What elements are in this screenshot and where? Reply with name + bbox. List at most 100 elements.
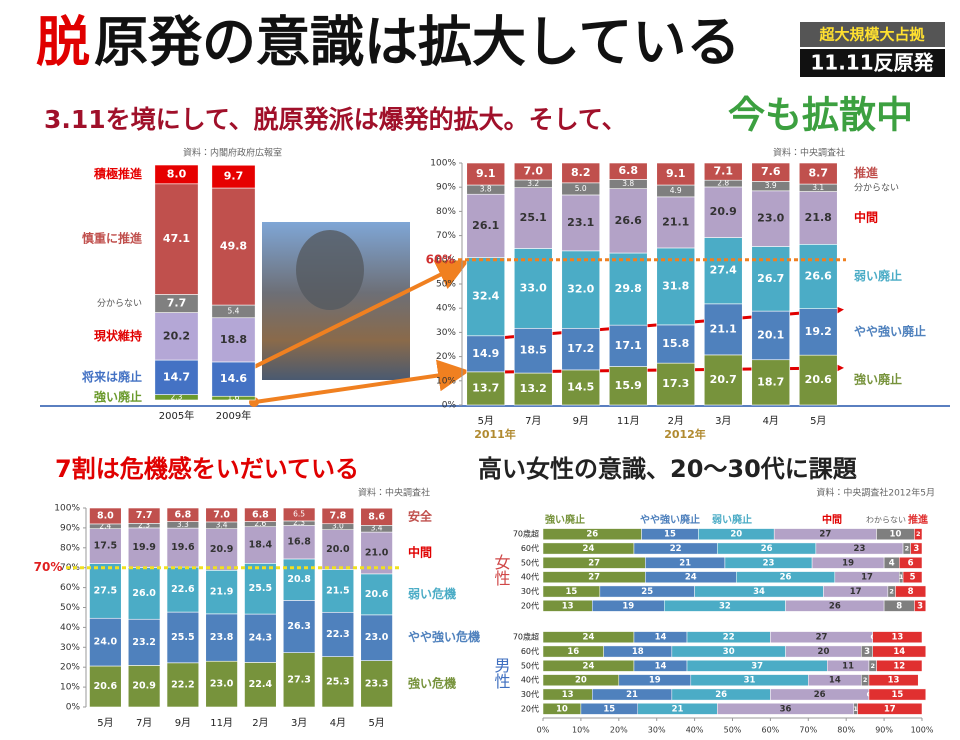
series-label: 分からない — [97, 298, 142, 309]
value-label: 1 — [853, 705, 858, 713]
y-tick-label: 50% — [436, 280, 456, 290]
value-label: 22 — [723, 633, 735, 643]
value-label: 15.8 — [662, 337, 689, 350]
legend-label: 推進 — [908, 513, 928, 526]
value-label: 16.8 — [287, 537, 311, 548]
bar-segment — [166, 527, 200, 568]
value-label: 24.3 — [249, 633, 272, 644]
value-label: 22.3 — [326, 629, 349, 640]
value-label: 2 — [870, 662, 875, 670]
bar-segment — [868, 688, 927, 701]
legend-label: 中間 — [822, 513, 842, 526]
value-label: 22 — [670, 544, 682, 554]
bar-segment — [703, 354, 743, 406]
value-label: 20.7 — [710, 373, 737, 386]
legend-label: やや強い廃止 — [640, 513, 700, 526]
bar-segment — [360, 507, 393, 526]
value-label: 8.7 — [809, 167, 829, 180]
value-label: 26.3 — [287, 621, 310, 632]
subtitle-emphasis: 今も拡散中 — [728, 94, 913, 137]
value-label: 8.0 — [167, 167, 187, 180]
bar-segment — [205, 507, 238, 523]
value-label: 2.6 — [254, 519, 266, 528]
y-tick-label: 70% — [60, 563, 80, 573]
y-tick-label: 20代 — [521, 600, 539, 610]
value-label: 21 — [626, 690, 638, 700]
bar-segment — [608, 162, 648, 180]
value-label: 4.9 — [670, 186, 682, 195]
bar-segment — [513, 162, 553, 181]
bar-segment — [857, 702, 923, 715]
y-tick-label: 30% — [436, 328, 456, 338]
value-label: 17.2 — [567, 342, 594, 355]
value-label: 25 — [641, 587, 653, 597]
x-tick-label: 10% — [572, 726, 590, 735]
x-tick-label: 2月 — [252, 717, 268, 729]
value-label: 14 — [829, 676, 841, 686]
bar-segment — [872, 631, 923, 644]
value-label: 36 — [780, 704, 792, 714]
value-label: 5.0 — [575, 184, 587, 193]
value-label: 20.2 — [163, 329, 190, 342]
value-label: 6 — [908, 558, 914, 568]
y-tick-label: 40% — [436, 304, 456, 314]
bar-segment — [513, 372, 553, 406]
value-label: 18.7 — [757, 375, 784, 388]
value-label: 21.0 — [365, 547, 389, 558]
y-tick-label: 0% — [442, 401, 457, 411]
value-label: 18.4 — [249, 540, 273, 551]
series-label: 将来は廃止 — [81, 369, 142, 384]
bar-segment — [561, 250, 601, 329]
source: 資料：中央調査社2012年5月 — [816, 487, 935, 499]
bar-segment — [321, 611, 355, 657]
x-tick-label: 70% — [799, 726, 817, 735]
value-label: 27.5 — [94, 585, 117, 596]
value-label: 24 — [583, 544, 595, 554]
value-label: 23 — [763, 558, 775, 568]
x-tick-label: 5月 — [478, 415, 494, 427]
value-label: 27 — [588, 558, 600, 568]
legend-label: わからない — [866, 516, 906, 525]
value-label: 20.6 — [805, 373, 832, 386]
value-label: 20.1 — [757, 328, 784, 341]
value-label: 6.8 — [619, 164, 639, 177]
badge-bottom: 11.11反原発 — [810, 51, 934, 75]
value-label: 24.0 — [94, 637, 118, 648]
value-label: 3.0 — [332, 522, 344, 531]
value-label: 17 — [861, 573, 873, 583]
y-tick-label: 60% — [60, 583, 80, 593]
value-label: 24 — [685, 573, 697, 583]
x-tick-label: 9月 — [573, 415, 589, 427]
value-label: 9.1 — [476, 167, 496, 180]
y-tick-label: 60% — [436, 255, 456, 265]
value-label: 24 — [583, 633, 595, 643]
y-tick-label: 70歳超 — [513, 632, 539, 642]
bar-segment — [895, 585, 927, 598]
value-label: 20 — [730, 530, 742, 540]
value-label: 8 — [908, 587, 914, 597]
x-tick-label: 2月 — [668, 415, 684, 427]
value-label: 23 — [854, 544, 866, 554]
value-label: 29.8 — [615, 282, 642, 295]
x-tick-label: 20% — [610, 726, 628, 735]
bar-segment — [321, 507, 355, 525]
value-label: 7.0 — [524, 164, 544, 177]
value-label: 3 — [917, 601, 923, 611]
series-label: 安全 — [408, 508, 432, 523]
reference-label: 60% — [426, 252, 455, 266]
y-tick-label: 10% — [436, 376, 456, 386]
value-label: 26 — [715, 690, 727, 700]
value-label: 23.1 — [567, 216, 594, 229]
value-label: 3.4 — [216, 520, 228, 529]
bar-segment — [154, 312, 199, 361]
x-tick-label: 80% — [837, 726, 855, 735]
y-tick-label: 50代 — [521, 557, 539, 567]
source: 資料：内閣府政府広報室 — [183, 147, 282, 159]
value-label: 6.8 — [252, 509, 269, 520]
value-label: 26.6 — [805, 269, 832, 282]
value-label: 2.3 — [138, 521, 150, 530]
value-label: 14 — [655, 661, 667, 671]
value-label: 24 — [583, 661, 595, 671]
bar-segment — [656, 162, 696, 186]
value-label: 47.1 — [163, 232, 190, 245]
